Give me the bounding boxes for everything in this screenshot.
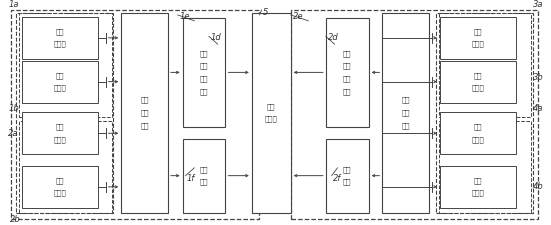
Text: 模块: 模块: [343, 88, 352, 95]
Text: 压力: 压力: [473, 177, 482, 184]
Text: 信号: 信号: [200, 63, 208, 69]
Text: 压力: 压力: [473, 72, 482, 79]
Text: 采集: 采集: [141, 110, 149, 116]
Bar: [326, 18, 369, 127]
Bar: [252, 13, 291, 213]
Text: 信号: 信号: [343, 63, 352, 69]
Bar: [182, 139, 225, 213]
Text: 2d: 2d: [328, 34, 338, 43]
Text: 路由器: 路由器: [265, 116, 278, 122]
Text: 数据: 数据: [402, 97, 410, 104]
Text: 设备: 设备: [402, 122, 410, 129]
Text: 终端: 终端: [200, 179, 208, 185]
Bar: [22, 166, 98, 208]
Bar: [439, 121, 531, 213]
Text: 1f: 1f: [187, 174, 195, 183]
Text: 位移: 位移: [56, 28, 64, 35]
Bar: [291, 10, 538, 219]
Bar: [22, 112, 98, 154]
Text: 传输: 传输: [343, 75, 352, 82]
Text: 1b: 1b: [8, 104, 19, 113]
Bar: [440, 112, 516, 154]
Text: 压力: 压力: [56, 177, 64, 184]
Bar: [436, 13, 533, 213]
Text: 传感器: 传感器: [471, 85, 484, 91]
Text: 位移: 位移: [473, 28, 482, 35]
Text: 无线: 无线: [267, 103, 276, 110]
Text: 模块: 模块: [200, 88, 208, 95]
Bar: [440, 166, 516, 208]
Bar: [11, 10, 258, 219]
Text: 传感器: 传感器: [53, 190, 66, 196]
Text: 3b: 3b: [533, 73, 544, 82]
Text: 位移: 位移: [56, 124, 64, 130]
Text: 传输: 传输: [200, 75, 208, 82]
Text: 设备: 设备: [141, 122, 149, 129]
Text: 采集: 采集: [402, 110, 410, 116]
Bar: [440, 61, 516, 103]
Bar: [19, 121, 111, 213]
Text: 3a: 3a: [533, 0, 544, 9]
Bar: [439, 13, 531, 117]
Text: 传感器: 传感器: [53, 41, 66, 47]
Text: 传感器: 传感器: [471, 190, 484, 196]
Text: 无线: 无线: [343, 50, 352, 57]
Text: 传感器: 传感器: [471, 41, 484, 47]
Text: 传感器: 传感器: [471, 136, 484, 143]
Bar: [19, 13, 111, 117]
Text: 4b: 4b: [533, 182, 544, 191]
Bar: [440, 17, 516, 59]
Text: 2a: 2a: [8, 129, 19, 138]
Text: 无线: 无线: [200, 50, 208, 57]
Text: 4a: 4a: [533, 104, 544, 113]
Text: 数据: 数据: [141, 97, 149, 104]
Bar: [182, 18, 225, 127]
Text: 手持: 手持: [200, 166, 208, 173]
Bar: [16, 13, 114, 213]
Text: 1d: 1d: [211, 34, 222, 43]
Text: 手持: 手持: [343, 166, 352, 173]
Text: 终端: 终端: [343, 179, 352, 185]
Text: 1a: 1a: [8, 0, 19, 9]
Text: 传感器: 传感器: [53, 85, 66, 91]
Text: 2f: 2f: [333, 174, 341, 183]
Bar: [382, 13, 429, 213]
Text: 位移: 位移: [473, 124, 482, 130]
Text: 2e: 2e: [293, 12, 303, 21]
Bar: [326, 139, 369, 213]
Text: 2b: 2b: [10, 215, 21, 224]
Bar: [22, 61, 98, 103]
Text: 1e: 1e: [180, 12, 190, 21]
Text: 传感器: 传感器: [53, 136, 66, 143]
Bar: [121, 13, 168, 213]
Text: 压力: 压力: [56, 72, 64, 79]
Text: 5: 5: [262, 8, 268, 17]
Bar: [22, 17, 98, 59]
